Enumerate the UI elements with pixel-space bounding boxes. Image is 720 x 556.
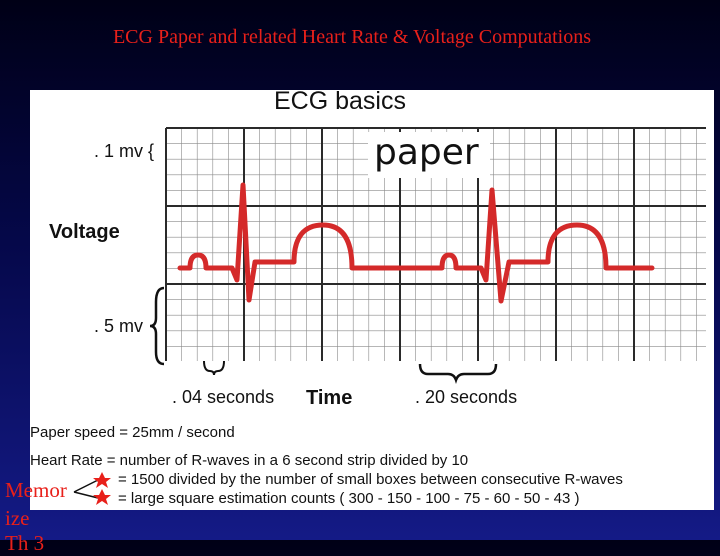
heart-rate-note-line-1: Heart Rate = number of R-waves in a 6 se…	[30, 452, 469, 469]
large-time-brace	[418, 363, 498, 384]
paper-label-backdrop	[368, 132, 490, 178]
slide-title: ECG Paper and related Heart Rate & Volta…	[112, 26, 592, 48]
voltage-label: Voltage	[49, 221, 120, 243]
memorize-note-line-1: Memor	[5, 478, 67, 502]
ecg-diagram-panel: ECG basics paper . 1 mv { Voltage . 5 mv…	[30, 87, 714, 510]
heart-rate-note-line-3: = large square estimation counts ( 300 -…	[118, 490, 580, 507]
memorize-note-line-2: ize	[5, 506, 30, 530]
heart-rate-note-line-2: = 1500 divided by the number of small bo…	[118, 471, 623, 488]
large-voltage-label: . 5 mv	[94, 316, 144, 336]
small-box-time-label: . 04 seconds	[172, 387, 275, 407]
large-voltage-brace	[149, 286, 165, 366]
memorize-note-line-3: Th 3	[5, 531, 45, 555]
star-icon	[93, 489, 111, 505]
large-box-time-label: . 20 seconds	[415, 387, 518, 407]
memorize-arrows	[73, 472, 111, 505]
figure-heading: ECG basics	[274, 87, 406, 115]
small-time-brace	[203, 360, 225, 376]
ecg-grid	[149, 127, 706, 384]
small-voltage-label: . 1 mv {	[94, 141, 155, 161]
star-icon	[93, 472, 111, 488]
paper-label: paper	[374, 132, 479, 173]
paper-speed-note: Paper speed = 25mm / second	[30, 424, 235, 441]
ecg-trace	[177, 182, 655, 304]
time-label: Time	[306, 387, 353, 409]
